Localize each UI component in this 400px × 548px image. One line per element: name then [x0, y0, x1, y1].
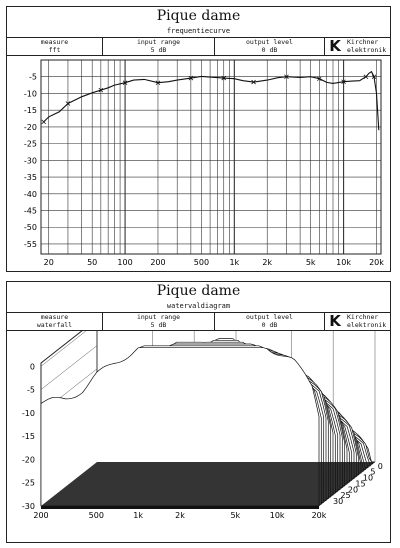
data-point-marker [155, 80, 161, 86]
left-wall-grid-y [40, 322, 98, 367]
y-tick-label: -20 [24, 123, 37, 132]
y-tick-label: -15 [22, 432, 35, 441]
y-tick-label: -10 [24, 89, 37, 98]
data-point-marker [65, 101, 71, 106]
data-point-marker [122, 80, 128, 86]
x-tick-label: 1k [133, 511, 143, 520]
x-tick-label: 100 [117, 258, 132, 267]
x-tick-label: 10k [336, 258, 351, 267]
input-range-value: 5 dB [150, 45, 167, 54]
x-tick-label: 500 [194, 258, 209, 267]
plot-frame [40, 59, 382, 255]
y-tick-label: -40 [24, 190, 37, 199]
z-tick-label: 0 [378, 462, 383, 471]
y-tick-label: -45 [24, 207, 37, 216]
left-wall-grid-y [40, 345, 98, 390]
x-tick-label: 50 [87, 258, 97, 267]
data-point-marker [188, 75, 194, 81]
x-tick-label: 5k [230, 511, 240, 520]
output-level-value: 0 dB [261, 45, 278, 54]
output-level-cell: output level 0 dB [215, 38, 325, 55]
x-tick-label: 2k [175, 511, 185, 520]
z-tick-label: 15 [355, 479, 365, 488]
output-level-value: 0 dB [261, 320, 278, 329]
y-tick-label: -30 [24, 156, 37, 165]
y-tick-label: -50 [24, 223, 37, 232]
data-point-marker [341, 79, 346, 85]
data-point-marker [98, 87, 104, 93]
x-tick-label: 2k [262, 258, 272, 267]
x-tick-label: 10k [270, 511, 285, 520]
data-point-marker [41, 119, 46, 125]
frequency-response-line [43, 70, 380, 131]
z-tick-label: 20 [348, 485, 358, 494]
x-tick-label: 20k [369, 258, 384, 267]
y-tick-label: -20 [22, 455, 35, 464]
input-range-cell: input range 5 dB [103, 313, 215, 330]
input-range-label: input range [136, 313, 181, 321]
x-tick-label: 200 [150, 258, 165, 267]
data-point-marker [371, 74, 377, 80]
y-tick-label: -25 [22, 479, 35, 488]
kirchner-logo: K [329, 311, 341, 330]
panel-title: Pique dame [156, 8, 241, 24]
z-tick-label: 25 [340, 491, 350, 500]
x-tick-label: 200 [33, 511, 48, 520]
z-tick-label: 5 [370, 468, 375, 477]
brand-line-2: elektronik [347, 320, 387, 329]
z-tick-label: 10 [363, 474, 373, 483]
output-level-label: output level [246, 313, 293, 321]
frequency-curve-panel: Pique dame frequentiecurve measure fft i… [6, 6, 391, 272]
measure-label: measure [40, 38, 69, 46]
panel-title: Pique dame [156, 283, 241, 299]
data-point-marker [317, 76, 322, 82]
x-tick-label: 500 [89, 511, 104, 520]
data-point-marker [284, 74, 289, 80]
front-baseline [41, 506, 319, 509]
brand-name: Kirchner elektronik [345, 313, 390, 330]
info-bar: measure fft input range 5 dB output leve… [7, 38, 390, 56]
data-point-marker [363, 74, 369, 80]
input-range-cell: input range 5 dB [103, 38, 215, 55]
measure-cell: measure waterfall [7, 313, 103, 330]
y-tick-label: -5 [29, 73, 37, 82]
input-range-value: 5 dB [150, 320, 167, 329]
y-tick-label: -15 [24, 106, 37, 115]
measure-value: waterfall [36, 320, 73, 329]
x-tick-label: 20 [44, 258, 54, 267]
y-tick-label: -25 [24, 140, 37, 149]
info-bar: measure waterfall input range 5 dB outpu… [7, 313, 390, 331]
y-tick-label: -10 [22, 409, 35, 418]
waterfall-panel: Pique dame watervaldiagram measure water… [6, 281, 391, 543]
measure-value: fft [48, 45, 61, 54]
y-tick-label: -30 [22, 502, 35, 511]
x-tick-label: 20k [312, 511, 327, 520]
output-level-label: output level [246, 38, 293, 46]
data-point-marker [221, 75, 227, 81]
kirchner-logo: K [329, 36, 341, 55]
y-tick-label: -5 [27, 386, 35, 395]
brand-name: Kirchner elektronik [345, 38, 390, 55]
frequency-curve-chart: -5 -10 -15 -20 -25 -30 -35 -40 -45 -50 -55 20 50 100 2… [24, 59, 384, 267]
waterfall-floor [41, 462, 375, 506]
data-point-marker [251, 79, 256, 85]
input-range-label: input range [136, 38, 181, 46]
x-tick-label: 1k [229, 258, 239, 267]
panel-subtitle: watervaldiagram [7, 301, 390, 313]
output-level-cell: output level 0 dB [215, 313, 325, 330]
measure-cell: measure fft [7, 38, 103, 55]
y-tick-label: -35 [24, 173, 37, 182]
measure-label: measure [40, 313, 69, 321]
brand-line-1: Kirchner [347, 313, 379, 321]
z-tick-label: 30 [333, 497, 343, 506]
y-tick-label: 0 [30, 362, 35, 371]
brand-line-2: elektronik [347, 45, 387, 54]
panel-subtitle: frequentiecurve [7, 26, 390, 38]
brand-line-1: Kirchner [347, 38, 379, 46]
y-tick-label: -55 [24, 240, 37, 249]
x-tick-label: 5k [306, 258, 316, 267]
